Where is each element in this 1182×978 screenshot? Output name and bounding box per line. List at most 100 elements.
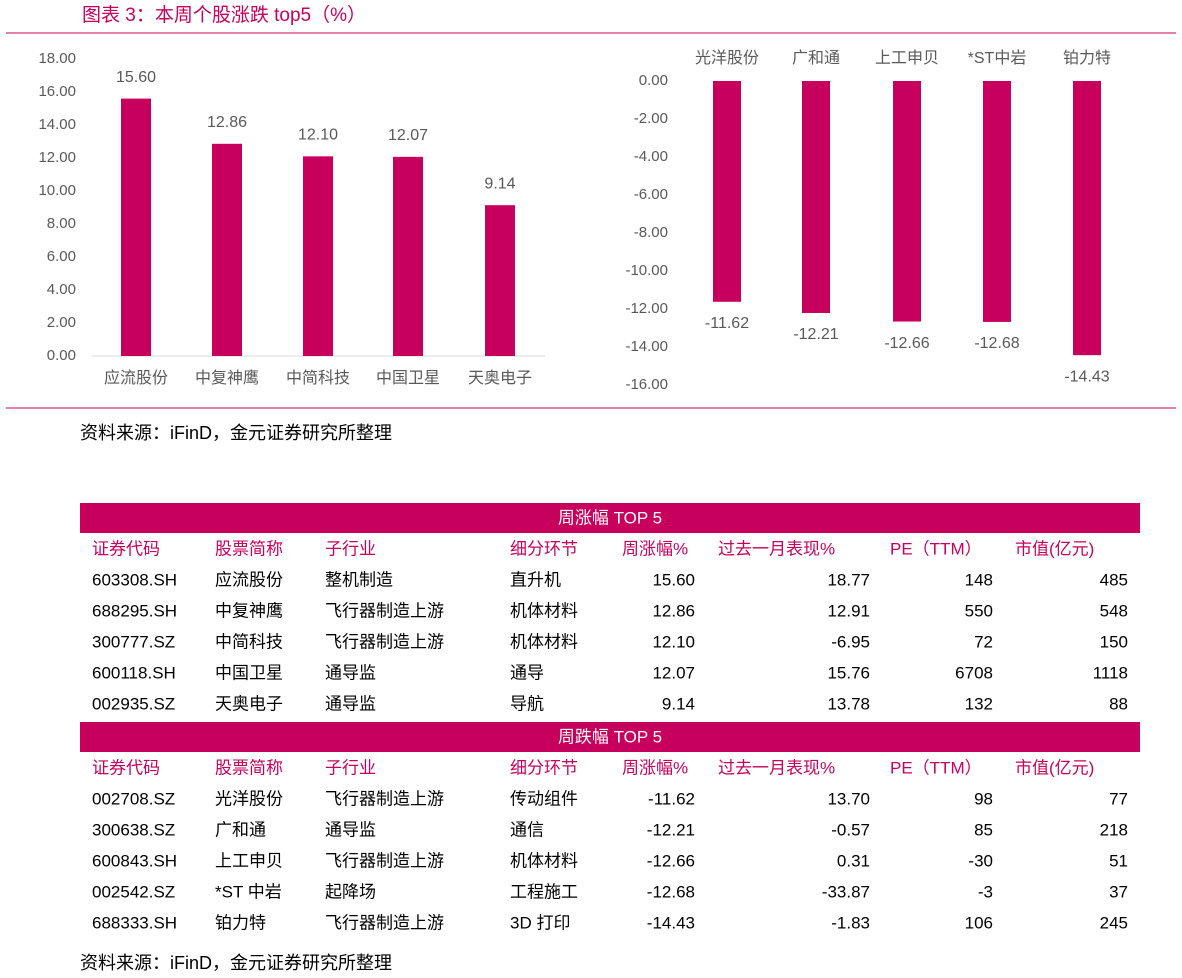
category-label: 光洋股份 [695, 49, 759, 67]
table-cell: 550 [965, 601, 993, 620]
y-tick-label: 6.00 [47, 248, 76, 265]
column-header: 股票简称 [215, 758, 283, 777]
table-cell: 直升机 [510, 570, 561, 589]
table-cell: 002935.SZ [92, 694, 175, 713]
data-label: -14.43 [1064, 368, 1109, 385]
column-header: 周涨幅% [622, 758, 688, 777]
table-cell: 18.77 [827, 570, 870, 589]
table-cell: -12.66 [647, 851, 695, 870]
table-cell: 688333.SH [92, 913, 177, 932]
table-cell: 548 [1100, 601, 1128, 620]
category-label: 应流股份 [104, 368, 168, 387]
column-header: 细分环节 [510, 758, 578, 777]
y-tick-label: 14.00 [38, 116, 76, 133]
table-cell: 15.60 [652, 570, 695, 589]
y-tick-label: -8.00 [634, 224, 668, 241]
table-cell: 485 [1100, 570, 1128, 589]
table-cell: -14.43 [647, 913, 695, 932]
category-label: 铂力特 [1063, 49, 1111, 67]
table-cell: 铂力特 [215, 913, 266, 932]
table-cell: 导航 [510, 694, 544, 713]
source-note: 资料来源：iFinD，金元证券研究所整理 [80, 423, 392, 443]
table-cell: 机体材料 [510, 601, 578, 620]
y-tick-label: -2.00 [634, 110, 668, 127]
table-cell: 通信 [510, 820, 544, 839]
y-tick-label: 12.00 [38, 149, 76, 166]
data-label: 12.86 [207, 114, 247, 131]
category-label: 天奥电子 [468, 369, 532, 387]
table-cell: -33.87 [822, 882, 870, 901]
table-cell: 中国卫星 [215, 663, 283, 682]
column-header: 子行业 [325, 539, 376, 558]
y-tick-label: -10.00 [625, 262, 668, 279]
section-title: 周跌幅 TOP 5 [558, 727, 662, 746]
bar [121, 98, 151, 356]
table-cell: *ST 中岩 [215, 882, 282, 901]
column-header: 证券代码 [92, 539, 160, 558]
table-cell: 9.14 [662, 694, 695, 713]
table-cell: 150 [1100, 632, 1128, 651]
table-cell: 13.78 [827, 694, 870, 713]
section-bar [80, 503, 1140, 533]
y-tick-label: 2.00 [47, 314, 76, 331]
table-cell: 15.76 [827, 663, 870, 682]
section-bar [80, 722, 1140, 752]
table-cell: 通导监 [325, 820, 376, 839]
table-cell: 600843.SH [92, 851, 177, 870]
column-header: 市值(亿元) [1015, 758, 1094, 777]
y-tick-label: -4.00 [634, 148, 668, 165]
bar [802, 81, 830, 313]
table-cell: 3D 打印 [510, 913, 570, 932]
table-cell: 12.07 [652, 663, 695, 682]
table-cell: 飞行器制造上游 [325, 913, 444, 932]
charts: 0.00 2.00 4.00 6.00 8.00 10.00 12.00 14.00 16.00… [38, 49, 1111, 393]
figure-title: 图表 3：本周个股涨跌 top5（%） [82, 4, 366, 26]
y-tick-label: 0.00 [639, 72, 668, 89]
table-cell: 起降场 [325, 882, 376, 901]
y-tick-label: 4.00 [47, 281, 76, 298]
table-cell: 通导 [510, 663, 544, 682]
y-tick-label: -16.00 [625, 376, 668, 393]
column-header: 周涨幅% [622, 539, 688, 558]
category-label: 上工申贝 [875, 49, 939, 67]
column-header: PE（TTM） [890, 758, 982, 777]
column-header: 子行业 [325, 758, 376, 777]
table-cell: 12.91 [827, 601, 870, 620]
table-cell: 12.10 [652, 632, 695, 651]
data-label: 12.07 [388, 127, 428, 144]
table-cell: 300638.SZ [92, 820, 175, 839]
table-cell: 整机制造 [325, 570, 393, 589]
table-cell: 通导监 [325, 663, 376, 682]
table-cell: 77 [1109, 789, 1128, 808]
table-cell: 51 [1109, 851, 1128, 870]
data-label: 15.60 [116, 69, 156, 86]
data-label: -12.21 [793, 326, 838, 343]
column-header: PE（TTM） [890, 539, 982, 558]
category-label: *ST中岩 [968, 49, 1027, 67]
table-cell: 88 [1109, 694, 1128, 713]
table-cell: 0.31 [837, 851, 870, 870]
y-tick-label: 0.00 [47, 347, 76, 364]
table-cell: 600118.SH [92, 663, 176, 682]
table-cell: 上工申贝 [215, 851, 283, 870]
data-label: -12.66 [884, 335, 929, 352]
table-cell: 245 [1100, 913, 1128, 932]
y-tick-label: 10.00 [38, 182, 76, 199]
table-cell: 218 [1100, 820, 1128, 839]
table-cell: 光洋股份 [215, 789, 283, 808]
table-cell: 002542.SZ [92, 882, 175, 901]
column-header: 股票简称 [215, 539, 283, 558]
table-cell: 工程施工 [510, 882, 578, 901]
table-cell: 6708 [955, 663, 993, 682]
table-cell: 天奥电子 [215, 694, 283, 713]
bar [212, 143, 242, 356]
table-cell: 机体材料 [510, 632, 578, 651]
column-header: 细分环节 [510, 539, 578, 558]
table-cell: 通导监 [325, 694, 376, 713]
y-tick-label: -14.00 [625, 338, 668, 355]
bar [713, 81, 741, 302]
table-cell: -11.62 [648, 789, 695, 808]
table-cell: 688295.SH [92, 601, 177, 620]
